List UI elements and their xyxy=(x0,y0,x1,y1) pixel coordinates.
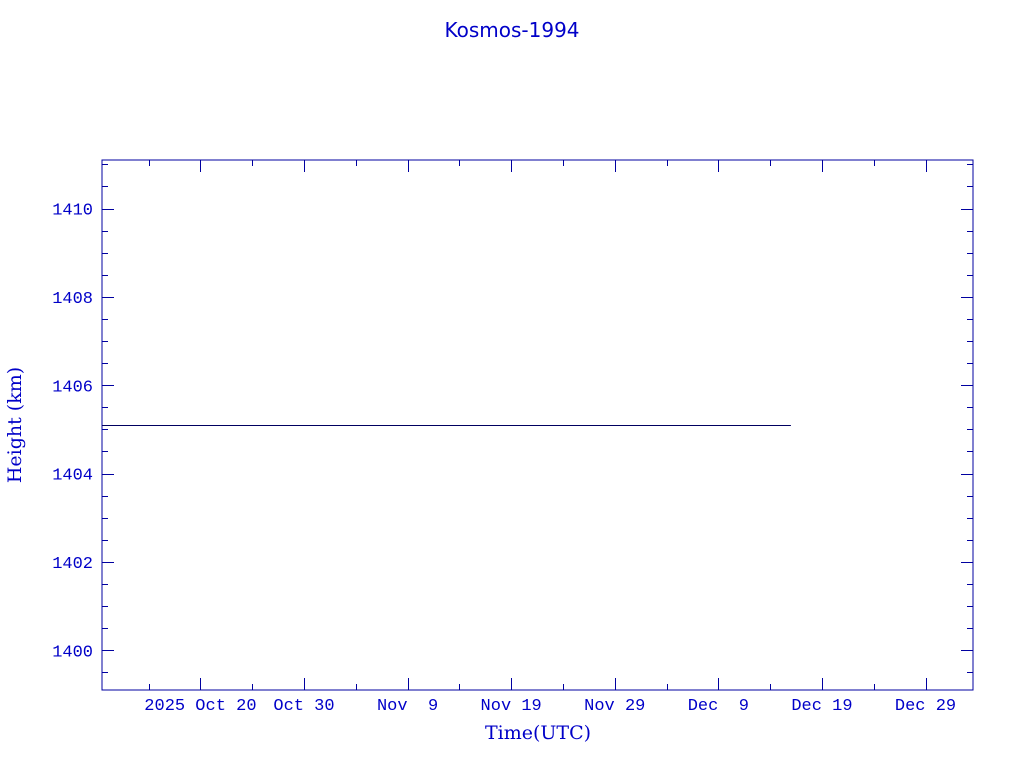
x-tick-label: Oct 30 xyxy=(273,697,334,716)
chart-title: Kosmos-1994 xyxy=(444,18,579,42)
y-tick-label: 1408 xyxy=(52,290,93,309)
x-tick-label: 2025 Oct 20 xyxy=(144,697,256,716)
y-axis-label: Height (km) xyxy=(4,367,26,483)
x-tick-label: Dec 9 xyxy=(688,697,749,716)
x-tick-label: Nov 29 xyxy=(584,697,645,716)
y-tick-label: 1400 xyxy=(52,643,93,662)
y-tick-label: 1402 xyxy=(52,555,93,574)
y-tick-label: 1410 xyxy=(52,202,93,221)
x-tick-label: Dec 29 xyxy=(895,697,956,716)
y-tick-label: 1406 xyxy=(52,378,93,397)
x-tick-label: Nov 9 xyxy=(377,697,438,716)
x-axis-label: Time(UTC) xyxy=(485,722,591,744)
y-tick-label: 1404 xyxy=(52,467,93,486)
x-tick-label: Nov 19 xyxy=(481,697,542,716)
x-tick-label: Dec 19 xyxy=(791,697,852,716)
